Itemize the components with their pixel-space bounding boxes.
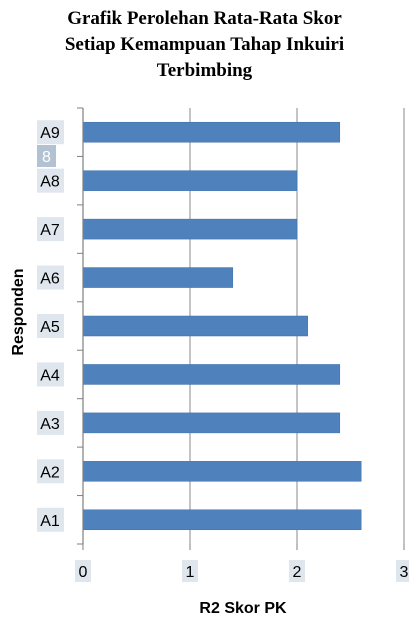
y-tick-label-bg-A5 bbox=[37, 314, 64, 338]
stray-label: 8 bbox=[37, 145, 56, 167]
y-tick-label-A4: A4 bbox=[40, 367, 60, 384]
y-tick-label-A7: A7 bbox=[40, 222, 60, 239]
bar-A3 bbox=[82, 412, 341, 434]
axes bbox=[77, 107, 405, 550]
y-tick-label-A6: A6 bbox=[40, 271, 60, 288]
x-axis-title: R2 Skor PK bbox=[199, 600, 287, 617]
x-tick-label-2: 2 bbox=[293, 564, 302, 581]
bar-A7 bbox=[82, 218, 298, 240]
y-tick-label-bg-A6 bbox=[37, 265, 64, 290]
y-tick-label-bg-A8 bbox=[37, 168, 64, 193]
bar-A2 bbox=[82, 461, 362, 482]
stray-label-text: 8 bbox=[42, 149, 51, 166]
x-tick-label-bg-0 bbox=[75, 560, 91, 582]
title-line-2: Setiap Kemampuan Tahap Inkuiri bbox=[65, 34, 344, 55]
bars bbox=[82, 121, 362, 531]
title-line-3: Terbimbing bbox=[157, 60, 253, 81]
x-tick-label-3: 3 bbox=[400, 564, 409, 581]
y-tick-label-A9: A9 bbox=[40, 125, 60, 142]
y-axis-title: Responden bbox=[10, 268, 27, 355]
bar-A8 bbox=[82, 170, 298, 191]
x-tick-label-bg-2 bbox=[289, 560, 305, 582]
y-tick-label-bg-A2 bbox=[37, 459, 64, 484]
y-tick-label-bg-A9 bbox=[37, 120, 64, 145]
bar-A6 bbox=[82, 267, 234, 288]
y-tick-label-bg-A1 bbox=[37, 507, 64, 532]
y-tick-label-A3: A3 bbox=[40, 416, 60, 433]
y-tick-label-bg-A4 bbox=[37, 362, 64, 387]
y-tick-label-A1: A1 bbox=[40, 513, 60, 530]
y-tick-label-bg-A3 bbox=[37, 410, 64, 435]
y-tick-label-A8: A8 bbox=[40, 174, 60, 191]
y-tick-label-A2: A2 bbox=[40, 464, 60, 481]
y-tick-label-bg-A7 bbox=[37, 217, 64, 242]
chart-title: Grafik Perolehan Rata-Rata Skor Setiap K… bbox=[65, 8, 344, 81]
y-tick-labels: A1 A2 A3 A4 A5 A6 A7 A8 A9 bbox=[37, 120, 64, 532]
y-tick-label-A5: A5 bbox=[40, 319, 60, 336]
x-tick-label-bg-1 bbox=[182, 560, 198, 582]
bar-A9 bbox=[82, 121, 341, 143]
title-line-1: Grafik Perolehan Rata-Rata Skor bbox=[67, 8, 342, 29]
x-tick-label-1: 1 bbox=[186, 564, 195, 581]
stray-label-box bbox=[37, 145, 56, 167]
x-tick-label-0: 0 bbox=[79, 564, 88, 581]
bar-A1 bbox=[82, 509, 362, 531]
bar-A4 bbox=[82, 364, 341, 385]
x-tick-label-bg-3 bbox=[396, 560, 409, 582]
bar-A5 bbox=[82, 315, 308, 337]
x-tick-labels: 0 1 2 3 bbox=[75, 560, 409, 582]
